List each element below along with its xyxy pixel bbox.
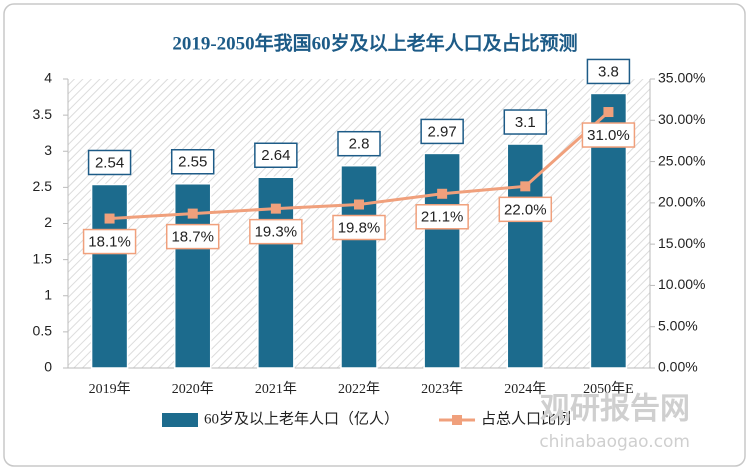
data-label-box: [87, 149, 132, 176]
data-label: 18.7%: [171, 229, 214, 246]
line-marker: [603, 107, 614, 118]
legend-marker: [452, 415, 463, 425]
watermark: 观研报告网 chinabaogao.com: [539, 392, 690, 453]
data-label: 3.1: [515, 114, 536, 131]
data-label: 31.0%: [587, 127, 630, 144]
data-label-box: [420, 118, 464, 145]
data-label: 2.8: [349, 136, 370, 153]
y2-tick-label: 35.00%: [658, 70, 705, 86]
x-tick-label: 2050年E: [583, 381, 634, 397]
line-marker: [520, 181, 531, 192]
x-tick-label: 2021年: [255, 381, 297, 397]
data-label-box: [170, 149, 215, 175]
y2-tick-label: 5.00%: [658, 317, 698, 333]
data-label: 22.0%: [504, 201, 547, 218]
data-label: 19.8%: [338, 219, 381, 236]
y2-tick-label: 30.00%: [658, 111, 705, 127]
data-label: 19.3%: [255, 224, 298, 241]
data-label: 21.1%: [421, 209, 464, 226]
chart-title: 2019-2050年我国60岁及以上老年人口及占比预测: [172, 31, 577, 54]
legend-label: 占总人口比例: [481, 410, 571, 427]
x-tick-label: 2019年: [89, 381, 131, 397]
data-label: 18.1%: [88, 234, 131, 251]
y-tick-label: 3.5: [33, 106, 53, 122]
data-label-box: [82, 228, 137, 255]
x-tick-label: 2022年: [338, 381, 380, 397]
x-tick-label: 2020年: [172, 381, 214, 397]
y-tick-label: 4: [44, 70, 52, 86]
bar: [506, 143, 545, 369]
y-tick-label: 0: [44, 359, 52, 375]
x-tick-label: 2023年: [421, 381, 463, 397]
data-label: 3.8: [598, 63, 619, 80]
bar: [90, 183, 129, 369]
data-label: 2.64: [261, 147, 290, 164]
y-tick-label: 2: [44, 214, 52, 230]
y-tick-label: 2.5: [33, 178, 53, 194]
line-marker: [187, 208, 198, 219]
data-label: 2.54: [95, 154, 124, 171]
watermark-url: chinabaogao.com: [539, 432, 690, 452]
legend-swatch: [162, 413, 198, 427]
y2-tick-label: 0.00%: [658, 359, 698, 375]
y-tick-label: 0.5: [33, 323, 53, 339]
data-label-box: [254, 142, 298, 169]
line-marker: [354, 199, 364, 210]
data-label-box: [503, 109, 548, 135]
bar: [340, 164, 378, 369]
data-label: 2.97: [428, 123, 457, 140]
line-marker: [270, 203, 281, 214]
data-label-box: [498, 196, 553, 223]
line-marker: [437, 188, 448, 199]
bar: [423, 152, 461, 369]
watermark-name: 观研报告网: [540, 392, 690, 427]
data-label-box: [165, 223, 220, 250]
y2-tick-label: 15.00%: [658, 235, 705, 251]
data-label-box: [337, 130, 381, 157]
data-label: 2.55: [178, 154, 207, 171]
line-marker: [104, 213, 115, 224]
y2-tick-label: 10.00%: [658, 276, 705, 292]
legend-label: 60岁及以上老年人口（亿人）: [204, 410, 399, 427]
data-label-box: [581, 122, 636, 148]
data-label-box: [586, 58, 631, 85]
data-label-box: [415, 204, 469, 230]
x-tick-label: 2024年: [504, 381, 546, 397]
data-label-box: [332, 214, 386, 241]
y-tick-label: 1.5: [33, 250, 53, 266]
y2-tick-label: 20.00%: [658, 194, 705, 210]
y-tick-label: 1: [44, 286, 52, 302]
y-tick-label: 3: [44, 142, 52, 158]
y2-tick-label: 25.00%: [658, 152, 705, 168]
data-label-box: [249, 218, 303, 245]
